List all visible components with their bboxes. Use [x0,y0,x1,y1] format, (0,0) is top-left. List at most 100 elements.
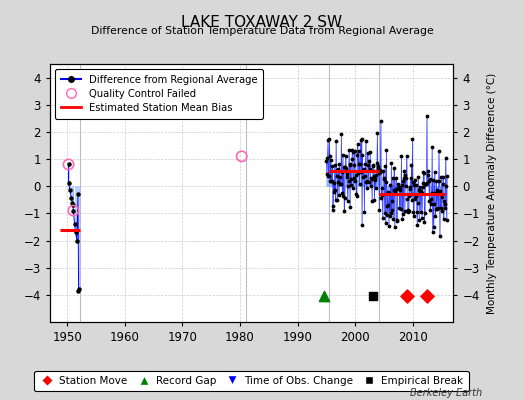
Point [343,198,352,204]
Point [356,161,364,167]
Point [358,151,367,158]
Point [374,163,383,169]
Point [371,177,379,183]
Point [74,191,82,198]
Point [436,187,444,194]
Point [399,211,408,218]
Point [379,168,387,174]
Point [380,175,388,182]
Point [423,180,432,186]
Point [434,204,443,211]
Point [402,174,410,181]
Point [350,161,358,168]
Point [408,136,417,142]
Point [383,211,391,218]
Point [347,182,356,188]
Point [74,288,82,294]
Point [398,182,406,188]
Point [354,140,362,147]
Point [357,169,365,175]
Point [386,213,394,219]
Point [377,118,385,124]
Point [419,180,427,186]
Point [423,113,431,119]
Point [430,169,439,175]
Point [384,189,392,196]
Point [363,184,371,191]
Point [432,206,440,212]
Point [435,148,443,154]
Text: Difference of Station Temperature Data from Regional Average: Difference of Station Temperature Data f… [91,26,433,36]
Point [408,196,416,203]
Point [364,161,373,168]
Point [403,196,411,202]
Point [355,161,363,167]
Point [433,206,441,212]
Point [373,160,381,166]
Point [64,161,73,168]
Point [400,208,409,214]
Point [393,218,401,224]
Point [435,232,444,239]
Point [341,195,349,202]
Point [410,213,418,219]
Point [339,193,347,199]
Point [329,203,337,210]
Point [420,219,429,226]
Point [416,183,424,190]
Point [421,181,430,187]
Point [337,180,345,187]
Point [344,183,352,189]
Point [375,170,383,176]
Point [378,215,387,221]
Point [438,194,446,200]
Point [347,176,355,182]
Point [423,293,432,299]
Point [434,190,442,197]
Point [429,224,438,230]
Point [428,190,436,196]
Point [398,216,407,222]
Point [372,184,380,191]
Point [366,182,375,189]
Point [366,148,374,155]
Point [416,188,424,194]
Point [335,192,343,198]
Point [363,178,372,185]
Point [400,168,409,174]
Point [440,216,448,222]
Point [412,208,421,215]
Point [388,207,396,214]
Point [359,166,367,173]
Point [413,200,422,207]
Point [421,210,429,217]
Point [439,181,447,187]
Point [356,137,365,143]
Point [340,164,348,170]
Point [331,162,339,168]
Point [425,198,433,204]
Point [333,167,341,173]
Point [69,202,77,208]
Point [391,187,399,194]
Point [424,172,432,178]
Point [357,136,366,143]
Point [343,174,351,181]
Point [427,201,435,208]
Point [405,208,413,214]
Point [366,166,374,172]
Point [442,217,451,223]
Point [373,130,381,136]
Point [410,181,419,188]
Point [67,195,75,202]
Point [406,174,414,181]
Point [362,179,370,185]
Point [74,286,83,293]
Point [380,210,389,216]
Point [323,171,331,177]
Point [368,293,377,299]
Point [323,155,332,161]
Point [420,170,428,176]
Point [343,170,351,177]
Point [389,174,397,181]
